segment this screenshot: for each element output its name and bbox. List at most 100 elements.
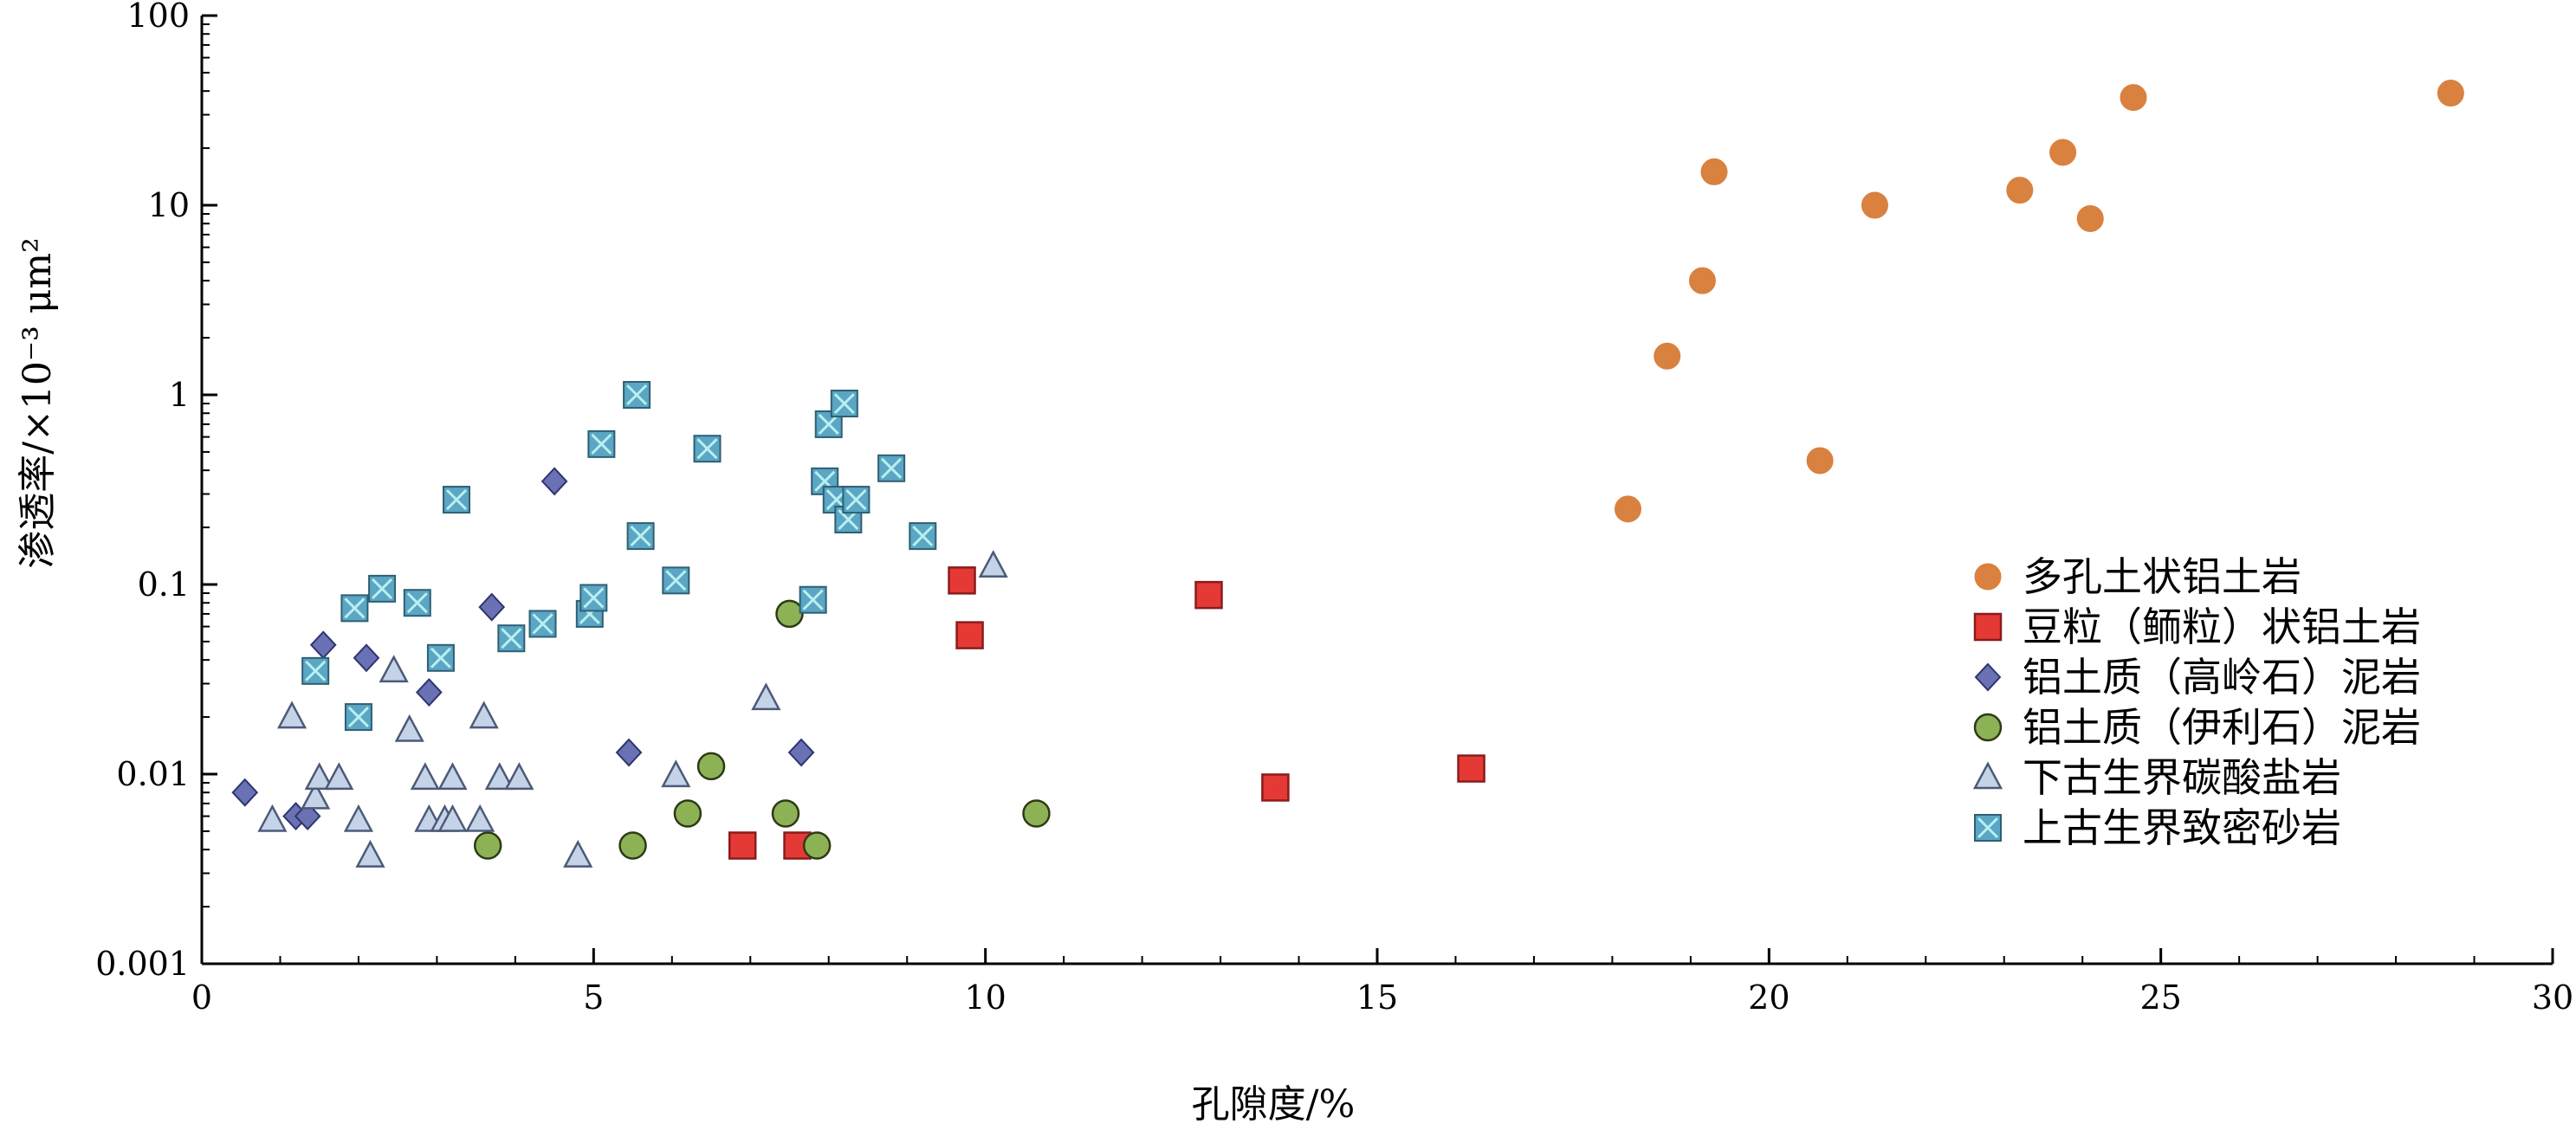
data-point <box>1654 342 1681 370</box>
y-axis: 0.001 0.01 0.1 1 10 100 <box>95 0 217 983</box>
data-point <box>587 429 616 458</box>
legend-label: 上古生界致密砂岩 <box>2023 804 2341 851</box>
data-point <box>615 738 643 767</box>
x-axis: 0 5 10 15 20 25 30 <box>191 948 2573 1017</box>
x-tick-label: 5 <box>583 978 604 1017</box>
data-point <box>540 467 568 496</box>
data-point <box>484 762 515 791</box>
x-axis-label: 孔隙度/% <box>1192 1082 1356 1127</box>
series-2 <box>728 566 1485 860</box>
data-point <box>231 778 259 807</box>
data-point <box>437 804 468 832</box>
data-point <box>504 762 534 791</box>
data-point <box>909 522 937 551</box>
data-point <box>802 831 832 860</box>
data-point <box>473 831 502 860</box>
legend-marker <box>1974 563 2002 591</box>
legend: 多孔土状铝土岩豆粒（鲕粒）状铝土岩铝土质（高岭石）泥岩铝土质（伊利石）泥岩下古生… <box>1972 553 2421 851</box>
data-point <box>662 566 690 595</box>
legend-label: 铝土质（高岭石）泥岩 <box>2023 654 2421 701</box>
data-point <box>978 550 1008 578</box>
data-point <box>344 703 372 732</box>
data-point <box>2006 177 2034 204</box>
data-point <box>2049 139 2077 166</box>
data-point <box>563 839 593 868</box>
data-point <box>340 594 369 623</box>
legend-label: 下古生界碳酸盐岩 <box>2023 754 2341 801</box>
y-tick-label: 0.1 <box>138 565 190 604</box>
data-point <box>2076 204 2104 232</box>
data-point <box>257 804 288 832</box>
data-point <box>661 759 691 788</box>
data-point <box>1700 158 1728 185</box>
x-tick-label: 20 <box>1748 978 1790 1017</box>
series-layer <box>231 80 2464 868</box>
legend-item: 多孔土状铝土岩 <box>1974 553 2301 600</box>
data-point <box>1022 799 1051 828</box>
y-tick-label: 1 <box>169 376 190 414</box>
series-5 <box>257 550 1008 868</box>
data-point <box>623 381 651 409</box>
data-point <box>497 624 526 653</box>
data-point <box>394 714 424 742</box>
legend-marker <box>1973 612 2003 642</box>
data-point <box>403 589 431 617</box>
data-point <box>379 655 409 683</box>
legend-label: 铝土质（伊利石）泥岩 <box>2023 704 2421 751</box>
data-point <box>1614 495 1641 523</box>
series-3 <box>231 467 815 831</box>
data-point <box>579 584 608 612</box>
data-point <box>415 678 443 707</box>
data-point <box>528 610 557 638</box>
legend-item: 上古生界致密砂岩 <box>1974 804 2341 851</box>
data-point <box>469 701 499 729</box>
data-point <box>301 656 330 685</box>
data-point <box>618 831 647 860</box>
data-point <box>353 643 380 673</box>
data-point <box>355 839 385 868</box>
data-point <box>410 762 440 791</box>
legend-label: 多孔土状铝土岩 <box>2023 553 2301 600</box>
x-tick-label: 0 <box>191 978 212 1017</box>
data-point <box>301 781 331 810</box>
legend-marker <box>1974 814 2002 842</box>
data-point <box>877 454 906 482</box>
data-point <box>309 630 337 660</box>
data-point <box>294 802 321 831</box>
legend-item: 铝土质（伊利石）泥岩 <box>1973 704 2421 751</box>
data-point <box>693 435 722 463</box>
data-point <box>751 682 781 711</box>
x-tick-label: 15 <box>1356 978 1398 1017</box>
data-point <box>2437 80 2464 107</box>
data-point <box>830 390 858 418</box>
data-point <box>1688 267 1716 294</box>
data-point <box>948 566 976 595</box>
data-point <box>368 574 397 603</box>
data-point <box>1861 191 1888 219</box>
data-point <box>771 799 800 828</box>
data-point <box>343 804 374 832</box>
legend-marker <box>1972 761 2003 790</box>
data-point <box>696 752 726 781</box>
data-point <box>1457 754 1485 783</box>
data-point <box>775 599 804 629</box>
data-point <box>2120 84 2147 112</box>
data-point <box>787 738 815 767</box>
series-1 <box>1614 80 2464 523</box>
legend-item: 豆粒（鲕粒）状铝土岩 <box>1973 604 2421 650</box>
data-point <box>1194 580 1223 610</box>
data-point <box>728 831 757 860</box>
x-tick-label: 10 <box>964 978 1006 1017</box>
data-point <box>1261 773 1290 802</box>
legend-label: 豆粒（鲕粒）状铝土岩 <box>2023 604 2421 650</box>
data-point <box>437 762 468 791</box>
y-axis-label: 渗透率/×10⁻³ μm² <box>16 237 60 569</box>
series-6 <box>301 381 937 732</box>
series-4 <box>473 599 1051 860</box>
data-point <box>426 643 455 672</box>
data-point <box>673 799 702 828</box>
y-tick-label: 10 <box>148 186 190 224</box>
data-point <box>626 522 655 551</box>
legend-item: 下古生界碳酸盐岩 <box>1972 754 2341 801</box>
